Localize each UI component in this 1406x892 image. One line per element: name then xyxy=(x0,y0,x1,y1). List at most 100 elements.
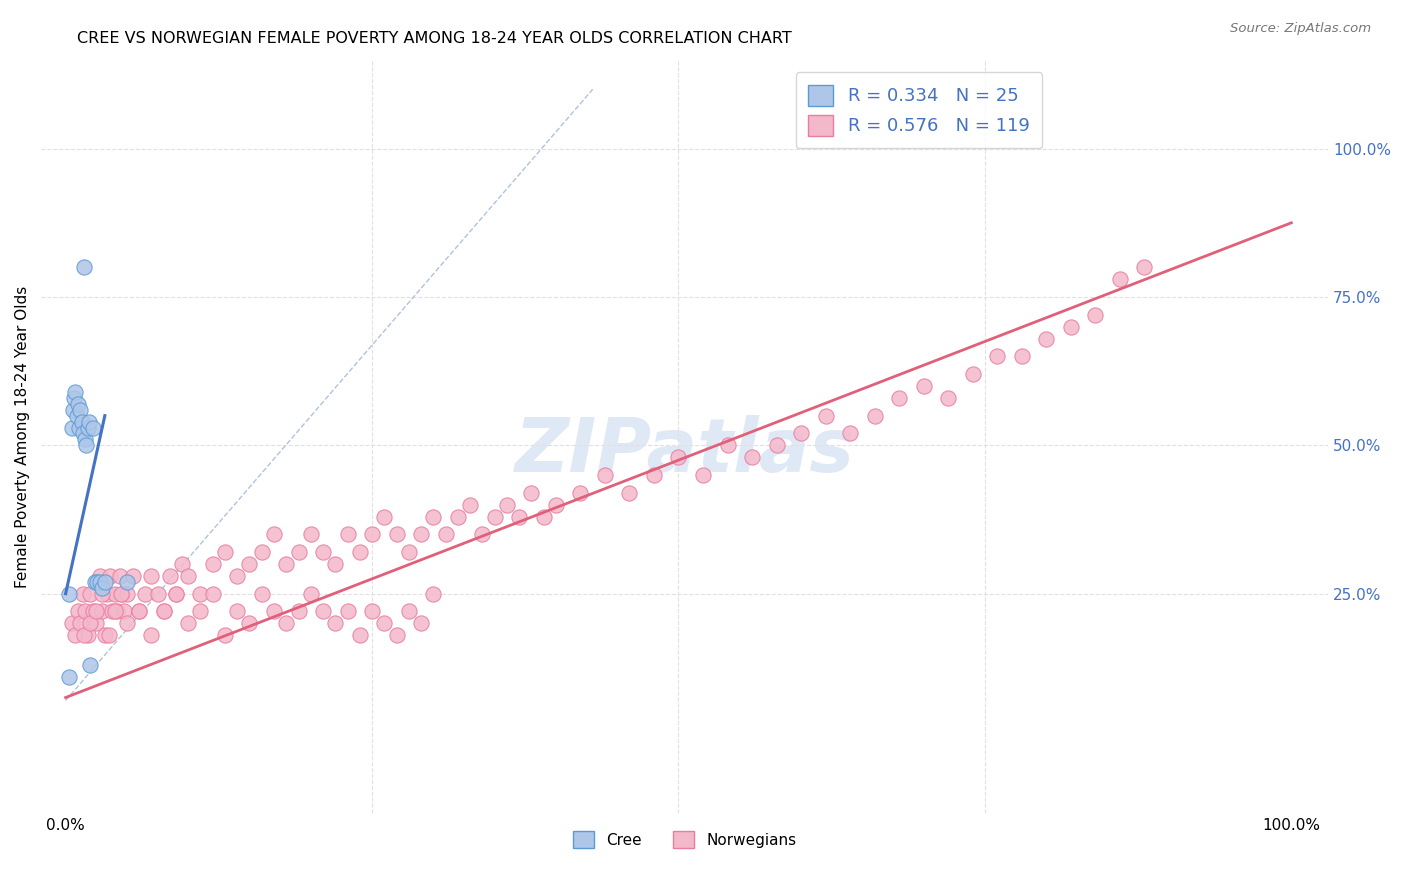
Point xyxy=(385,527,408,541)
Point xyxy=(814,409,837,423)
Point xyxy=(115,587,138,601)
Point xyxy=(60,616,83,631)
Point xyxy=(323,616,346,631)
Point xyxy=(276,616,298,631)
Point xyxy=(63,391,86,405)
Point xyxy=(134,587,156,601)
Point xyxy=(84,605,107,619)
Point xyxy=(82,420,104,434)
Point xyxy=(912,379,935,393)
Point xyxy=(105,605,128,619)
Point xyxy=(349,545,371,559)
Point xyxy=(385,628,408,642)
Point xyxy=(1108,272,1130,286)
Point xyxy=(1011,349,1033,363)
Point xyxy=(1084,308,1107,322)
Point xyxy=(471,527,494,541)
Point xyxy=(962,367,984,381)
Point xyxy=(79,587,101,601)
Y-axis label: Female Poverty Among 18-24 Year Olds: Female Poverty Among 18-24 Year Olds xyxy=(15,285,30,588)
Point xyxy=(839,426,862,441)
Point xyxy=(201,587,224,601)
Point xyxy=(287,545,309,559)
Point xyxy=(447,509,470,524)
Point xyxy=(115,574,138,589)
Point xyxy=(159,569,181,583)
Point xyxy=(373,616,395,631)
Point xyxy=(69,616,91,631)
Point xyxy=(409,527,432,541)
Point xyxy=(58,587,80,601)
Point xyxy=(111,587,134,601)
Point xyxy=(484,509,506,524)
Point xyxy=(165,587,187,601)
Point xyxy=(263,605,285,619)
Point xyxy=(72,587,94,601)
Point xyxy=(91,581,114,595)
Point xyxy=(91,587,114,601)
Point xyxy=(619,485,641,500)
Point xyxy=(89,574,111,589)
Point xyxy=(312,545,335,559)
Point xyxy=(104,587,127,601)
Point xyxy=(75,433,97,447)
Point xyxy=(58,670,80,684)
Point xyxy=(97,628,120,642)
Point xyxy=(214,545,236,559)
Point xyxy=(361,527,384,541)
Point xyxy=(238,616,260,631)
Point xyxy=(96,587,118,601)
Point xyxy=(141,569,163,583)
Point xyxy=(66,409,89,423)
Point xyxy=(422,509,444,524)
Point xyxy=(790,426,813,441)
Point xyxy=(361,605,384,619)
Point xyxy=(79,616,101,631)
Point xyxy=(544,498,567,512)
Point xyxy=(643,467,665,482)
Point xyxy=(593,467,616,482)
Point xyxy=(741,450,763,465)
Point xyxy=(201,557,224,571)
Point xyxy=(77,415,100,429)
Point xyxy=(250,587,273,601)
Point xyxy=(76,420,98,434)
Point xyxy=(508,509,530,524)
Point xyxy=(94,628,117,642)
Point xyxy=(887,391,910,405)
Point xyxy=(716,438,738,452)
Point xyxy=(299,527,322,541)
Point xyxy=(84,574,107,589)
Point xyxy=(276,557,298,571)
Point xyxy=(190,587,212,601)
Point xyxy=(336,605,359,619)
Point xyxy=(75,438,97,452)
Text: Source: ZipAtlas.com: Source: ZipAtlas.com xyxy=(1230,22,1371,36)
Point xyxy=(398,545,420,559)
Point xyxy=(226,569,249,583)
Point xyxy=(569,485,592,500)
Point xyxy=(122,569,145,583)
Point xyxy=(177,616,200,631)
Point xyxy=(108,569,131,583)
Point xyxy=(533,509,555,524)
Point xyxy=(190,605,212,619)
Point xyxy=(66,397,89,411)
Point xyxy=(146,587,169,601)
Point xyxy=(299,587,322,601)
Point xyxy=(73,260,96,275)
Point xyxy=(323,557,346,571)
Point xyxy=(312,605,335,619)
Point xyxy=(458,498,481,512)
Point xyxy=(238,557,260,571)
Point xyxy=(152,605,174,619)
Point xyxy=(863,409,886,423)
Point xyxy=(128,605,150,619)
Point xyxy=(692,467,714,482)
Point xyxy=(170,557,193,571)
Point xyxy=(76,628,98,642)
Point xyxy=(66,605,89,619)
Point xyxy=(72,426,94,441)
Point xyxy=(79,657,101,672)
Point xyxy=(1035,331,1057,345)
